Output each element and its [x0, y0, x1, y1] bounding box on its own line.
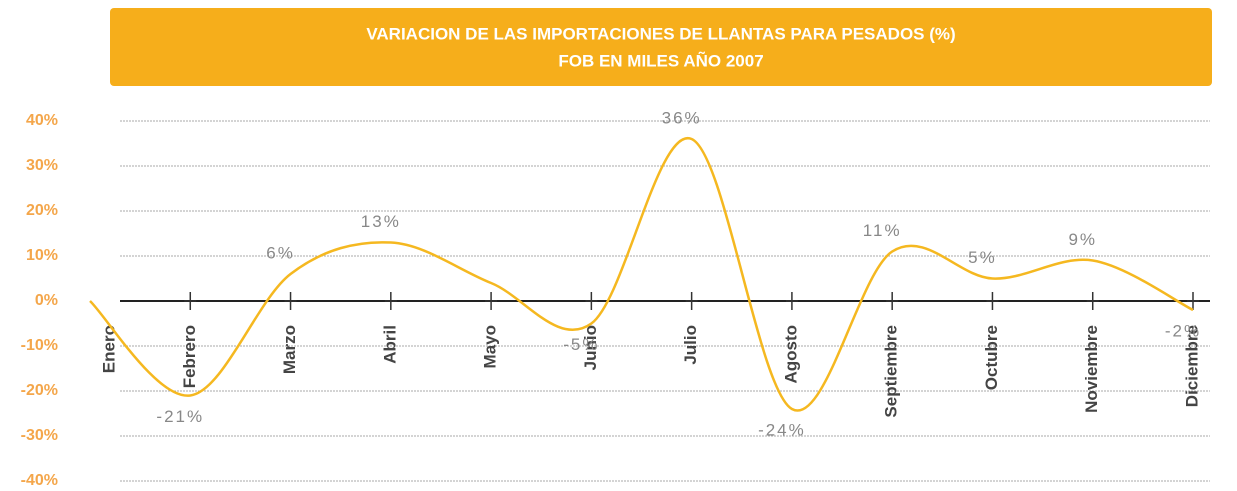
- y-tick-label: 20%: [26, 202, 58, 219]
- x-tick-label: Marzo: [280, 325, 299, 374]
- y-tick-label: 0%: [35, 292, 58, 309]
- y-tick-label: -40%: [21, 472, 58, 489]
- x-tick-label: Diciembre: [1182, 325, 1201, 407]
- x-tick-label: Junio: [581, 325, 600, 370]
- data-label: -21%: [156, 407, 204, 426]
- data-label: 13%: [361, 212, 401, 231]
- data-label: -24%: [758, 420, 806, 439]
- y-tick-label: 30%: [26, 157, 58, 174]
- x-tick-label: Abril: [380, 325, 399, 364]
- y-tick-label: 40%: [26, 112, 58, 129]
- data-label: 9%: [1068, 230, 1097, 249]
- y-tick-label: 10%: [26, 247, 58, 264]
- x-tick-label: Noviembre: [1082, 325, 1101, 413]
- x-tick-label: Septiembre: [882, 325, 901, 418]
- chart-subtitle: FOB EN MILES AÑO 2007: [558, 50, 763, 70]
- data-label: 6%: [266, 243, 295, 262]
- line: [89, 137, 1194, 412]
- y-tick-label: -20%: [21, 382, 58, 399]
- chart-title: VARIACION DE LAS IMPORTACIONES DE LLANTA…: [366, 24, 955, 43]
- x-tick-label: Octubre: [982, 325, 1001, 390]
- title-banner: [110, 8, 1212, 86]
- data-label: 36%: [662, 108, 702, 127]
- data-label: -5%: [563, 335, 599, 354]
- x-tick-label: Febrero: [180, 325, 199, 388]
- x-tick-label: Julio: [681, 325, 700, 365]
- y-tick-label: -10%: [21, 337, 58, 354]
- data-label: 5%: [968, 248, 997, 267]
- data-label: -2%: [1165, 321, 1201, 340]
- x-tick-label: Mayo: [481, 325, 500, 368]
- x-tick-label: Agosto: [781, 325, 800, 384]
- x-tick-label: Enero: [99, 325, 118, 373]
- y-tick-label: -30%: [21, 427, 58, 444]
- data-label: 11%: [863, 221, 902, 240]
